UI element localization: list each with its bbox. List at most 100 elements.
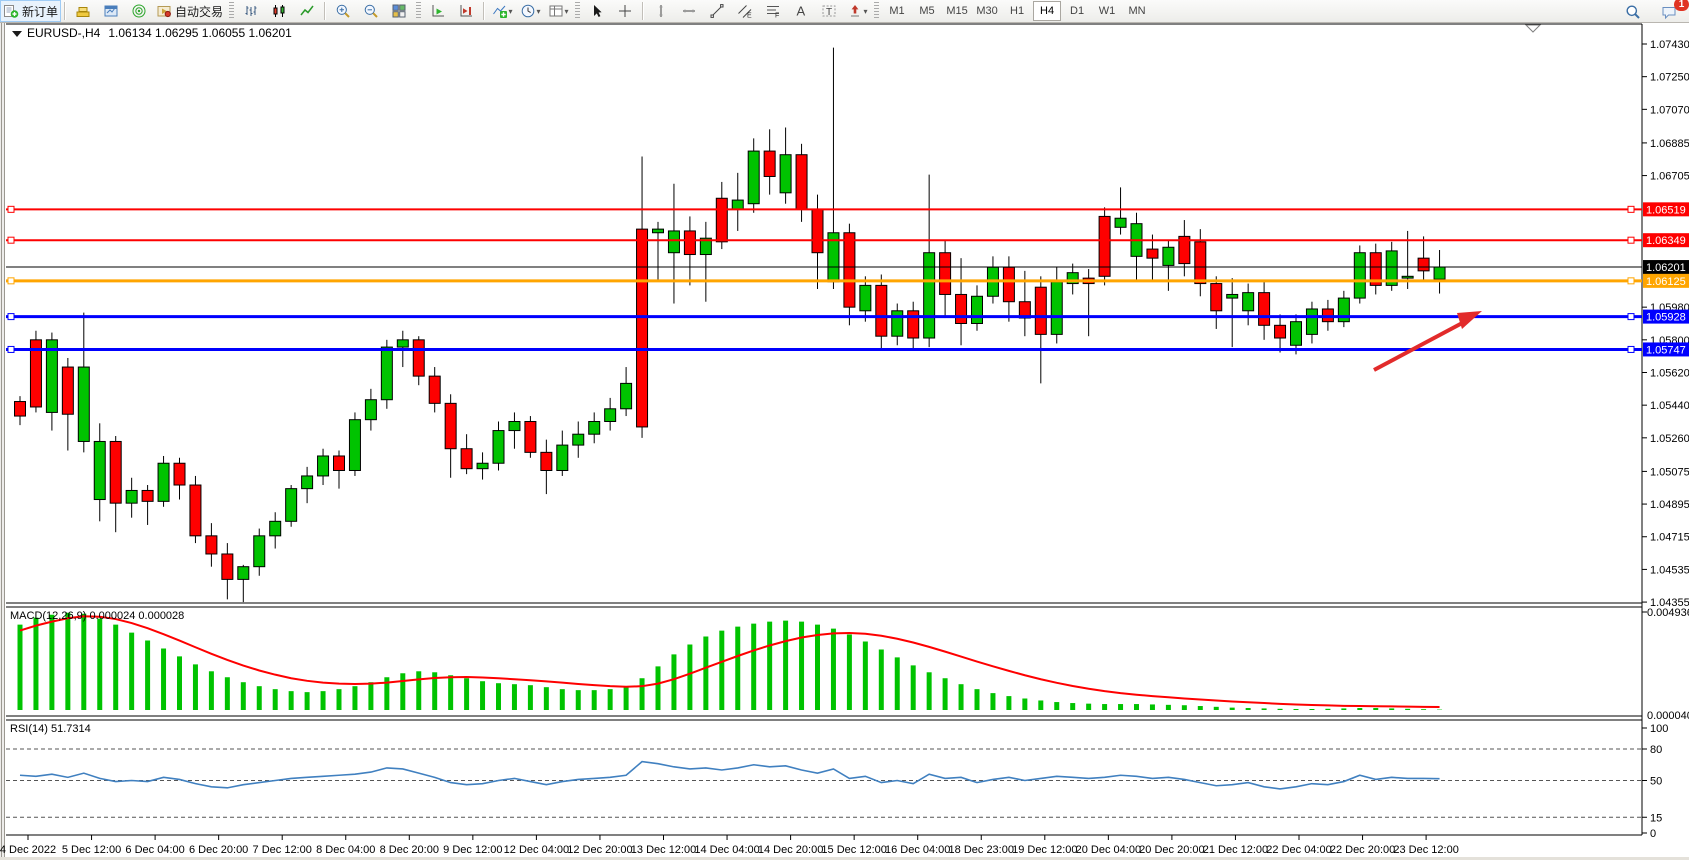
candle [779, 154, 792, 194]
candle [1226, 293, 1239, 299]
left-splitter[interactable] [0, 22, 5, 860]
new-order-button[interactable]: 新订单 [0, 0, 62, 22]
chart-shift-marker[interactable] [1524, 24, 1542, 33]
templates-icon [549, 5, 563, 17]
line-handle[interactable] [1627, 205, 1635, 213]
candle [269, 520, 282, 537]
cursor-button[interactable] [583, 0, 611, 22]
tile-windows-button[interactable] [385, 0, 413, 22]
date-label: 5 Dec 12:00 [62, 844, 121, 856]
date-label: 9 Dec 12:00 [443, 844, 502, 856]
line-handle[interactable] [7, 277, 15, 285]
candle [683, 230, 696, 256]
rsi-tick-label: 15 [1650, 812, 1662, 824]
timeframe-m5-button[interactable]: M5 [919, 5, 935, 17]
date-label: 20 Dec 20:00 [1139, 844, 1204, 856]
search-button[interactable] [1619, 1, 1647, 23]
candle [1305, 308, 1318, 335]
candle [1401, 275, 1414, 279]
candle [1098, 215, 1111, 277]
timeframe-w1-button[interactable]: W1 [1098, 5, 1116, 17]
timeframe-m1-button[interactable]: M1 [889, 5, 905, 17]
candle [14, 401, 26, 417]
chevron-down-icon: ▾ [536, 6, 541, 16]
price-tag [1643, 260, 1689, 275]
chart-background [0, 22, 1689, 860]
bar-chart-icon [245, 6, 257, 16]
candle [205, 535, 218, 555]
line-handle[interactable] [1627, 236, 1635, 244]
crosshair-button[interactable] [611, 0, 639, 22]
vline-icon [659, 5, 663, 17]
line-handle[interactable] [1627, 345, 1635, 353]
candle [588, 420, 601, 435]
zoom-in-button[interactable] [329, 0, 357, 22]
data-window-button[interactable] [97, 0, 125, 22]
date-label: 7 Dec 12:00 [253, 844, 312, 856]
date-label: 14 Dec 20:00 [758, 844, 823, 856]
auto-scroll-button[interactable] [424, 0, 452, 22]
equidistant-channel-button[interactable]: E [731, 0, 759, 22]
chart-shift-icon [460, 5, 473, 17]
text-label-button[interactable]: T [815, 0, 843, 22]
line-handle[interactable] [1627, 313, 1635, 321]
periods-button[interactable]: ▾ [516, 0, 544, 22]
signals-button[interactable] [125, 0, 153, 22]
autotrading-button[interactable]: 自动交易 [153, 0, 226, 22]
rsi-line [19, 760, 1440, 790]
candle [1417, 257, 1430, 272]
trendline-button[interactable] [703, 0, 731, 22]
text-button[interactable]: A [787, 0, 815, 22]
candle [715, 197, 728, 243]
zoom-out-button[interactable] [357, 0, 385, 22]
candle [1290, 321, 1302, 346]
charts-profile-button[interactable] [69, 0, 97, 22]
line-handle[interactable] [1627, 277, 1635, 285]
timeframe-m30-button[interactable]: M30 [976, 5, 998, 17]
candle [380, 346, 393, 401]
arrows-button[interactable]: ▾ [843, 0, 871, 22]
timeframe-h1-button[interactable]: H1 [1010, 5, 1025, 17]
candle [492, 430, 505, 464]
price-tick-label: 1.04715 [1650, 532, 1689, 544]
candle [955, 293, 968, 324]
signal-icon [132, 4, 146, 18]
bar-chart-button[interactable] [237, 0, 265, 22]
candle [253, 535, 266, 568]
candle [1369, 252, 1382, 286]
line-handle[interactable] [7, 205, 15, 213]
chart-shift-button[interactable] [452, 0, 480, 22]
candle [1050, 281, 1063, 335]
fibonacci-button[interactable]: F [759, 0, 787, 22]
horizontal-line-button[interactable] [675, 0, 703, 22]
candlestick-chart-button[interactable] [265, 0, 293, 22]
symbol-dropdown-icon[interactable] [12, 31, 22, 37]
timeframe-mn-button[interactable]: MN [1128, 5, 1146, 17]
price-tick-label: 1.05075 [1650, 466, 1689, 478]
candle [364, 399, 377, 421]
candle [1114, 217, 1127, 228]
line-handle[interactable] [7, 236, 15, 244]
line-chart-button[interactable] [293, 0, 321, 22]
line-handle[interactable] [7, 345, 15, 353]
main-toolbar: 新订单 自动交易 ▾ ▾ ▾ E F A T ▾ M1 M5 M15 M30 H1 H4 D1 W1 MN 1 [0, 0, 1689, 23]
indicators-button[interactable]: ▾ [488, 0, 516, 22]
macd-panel-border [6, 606, 1642, 717]
candle [731, 199, 744, 210]
line-handle[interactable] [7, 313, 15, 321]
trend-arrow-line[interactable] [1373, 319, 1467, 372]
zoom-in-icon [336, 4, 350, 18]
vertical-line-button[interactable] [647, 0, 675, 22]
fibo-icon: F [767, 6, 779, 19]
autotrading-label: 自动交易 [175, 4, 224, 19]
candle [29, 339, 42, 408]
timeframe-h4-button[interactable]: H4 [1033, 1, 1062, 21]
date-label: 13 Dec 12:00 [631, 844, 696, 856]
candle [1274, 324, 1287, 339]
templates-button[interactable]: ▾ [544, 0, 572, 22]
timeframe-d1-button[interactable]: D1 [1070, 5, 1085, 17]
tile-windows-icon [392, 4, 406, 18]
timeframe-m15-button[interactable]: M15 [946, 5, 968, 17]
trend-arrow-head[interactable] [1457, 311, 1482, 329]
chart-canvas[interactable]: 1.07430 1.07250 1.07070 1.06885 1.06705 1.059… [0, 22, 1689, 860]
